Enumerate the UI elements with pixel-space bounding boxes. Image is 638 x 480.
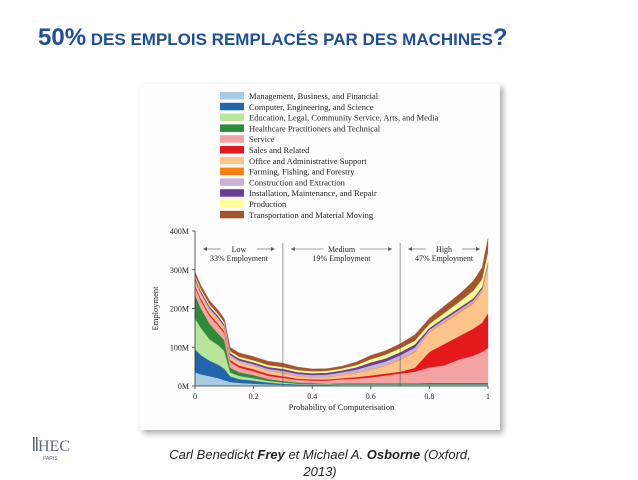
legend-swatch [220, 178, 244, 186]
chart-figure: Management, Business, and Financial Compu… [140, 84, 500, 430]
region-name: Low [232, 245, 247, 254]
legend-swatch [220, 113, 244, 122]
legend-label: Transportation and Material Moving [249, 210, 374, 220]
x-tick-label: 0.4 [307, 392, 317, 401]
region-share: 19% Employment [313, 254, 372, 263]
x-tick-label: 0.8 [424, 392, 434, 401]
y-axis-label: Employment [150, 286, 160, 331]
legend-label: Installation, Maintenance, and Repair [249, 188, 377, 198]
hec-paris-logo: HEC PARIS [30, 434, 78, 464]
y-tick-label: 0M [178, 382, 189, 391]
x-tick-label: 0.2 [249, 392, 259, 401]
region-arrowhead [290, 247, 295, 251]
legend-swatch [220, 135, 244, 143]
author1-first: Carl Benedickt [169, 447, 258, 462]
title-percent: 50% [38, 24, 87, 51]
y-tick-label: 300M [170, 266, 189, 275]
x-axis-label: Probability of Computerisation [289, 402, 396, 412]
region-share: 47% Employment [415, 254, 474, 263]
region-name: Medium [328, 245, 356, 254]
y-tick-label: 100M [170, 343, 189, 352]
logo-sub: PARIS [43, 456, 58, 462]
region-arrowhead [270, 247, 275, 251]
legend-swatch [220, 102, 244, 111]
region-arrowhead [388, 247, 393, 251]
employment-chart: Management, Business, and FinancialCompu… [140, 84, 500, 430]
region-arrowhead [476, 247, 480, 251]
legend-swatch [220, 92, 244, 100]
region-arrowhead [408, 247, 413, 251]
legend-swatch [220, 146, 244, 154]
legend-swatch [220, 200, 244, 208]
area-series [194, 238, 489, 372]
region-name: High [436, 245, 452, 254]
slide-title: 50% DES EMPLOIS REMPLACÉS PAR DES MACHIN… [38, 24, 608, 58]
legend-swatch [220, 124, 244, 132]
legend-label: Sales and Related [249, 145, 310, 155]
caption-connector: et Michael A. [284, 447, 367, 462]
legend-label: Production [249, 199, 287, 209]
legend-swatch [220, 210, 244, 219]
title-text: DES EMPLOIS REMPLACÉS PAR DES MACHINES [86, 30, 493, 49]
x-tick-label: 0.6 [366, 392, 376, 401]
legend-label: Office and Administrative Support [249, 156, 367, 166]
region-arrowhead [203, 247, 207, 251]
x-tick-label: 1 [486, 392, 490, 401]
author2-last: Osborne [366, 447, 421, 462]
caption-source: (Oxford, [420, 447, 471, 462]
legend-swatch [220, 189, 244, 197]
logo-text: HEC [38, 438, 70, 455]
author1-last: Frey [257, 447, 285, 462]
legend-swatch [220, 156, 244, 165]
region-share: 33% Employment [210, 254, 269, 263]
legend-swatch [220, 167, 244, 176]
legend-label: Farming, Fishing, and Forestry [249, 167, 355, 177]
y-tick-label: 200M [170, 305, 189, 314]
legend-label: Healthcare Practitioners and Technical [249, 123, 381, 133]
citation-caption: Carl Benedickt Frey et Michael A. Osborn… [140, 446, 500, 480]
legend-label: Construction and Extraction [249, 177, 346, 187]
legend-label: Management, Business, and Financial [249, 91, 379, 101]
legend-label: Computer, Engineering, and Science [249, 102, 374, 112]
legend-label: Education, Legal, Community Service, Art… [249, 113, 439, 123]
title-question-mark: ? [492, 24, 508, 51]
x-tick-label: 0 [193, 392, 197, 401]
caption-year: 2013) [303, 464, 337, 479]
y-tick-label: 400M [170, 227, 189, 236]
legend-label: Service [249, 134, 275, 144]
